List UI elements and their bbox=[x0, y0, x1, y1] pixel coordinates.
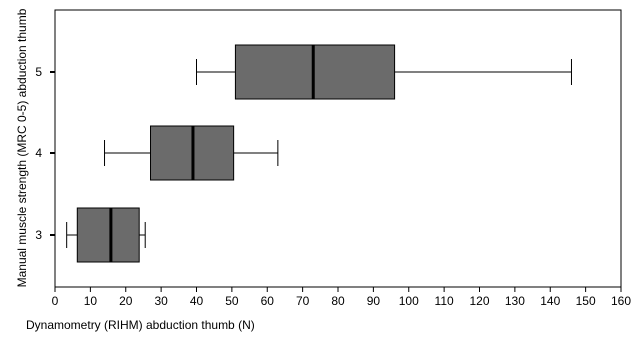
iqr-box bbox=[234, 44, 396, 100]
box-group-3 bbox=[66, 207, 146, 263]
x-tick-label: 130 bbox=[505, 294, 525, 308]
x-tick-label: 50 bbox=[225, 294, 239, 308]
y-tick-label: 5 bbox=[35, 65, 42, 79]
x-tick-label: 70 bbox=[296, 294, 310, 308]
x-tick-label: 20 bbox=[119, 294, 133, 308]
box-series bbox=[66, 44, 572, 263]
x-axis-title: Dynamometry (RIHM) abduction thumb (N) bbox=[26, 318, 255, 332]
x-tick-label: 120 bbox=[469, 294, 489, 308]
box-group-5 bbox=[196, 44, 572, 100]
x-tick-label: 160 bbox=[611, 294, 631, 308]
box-group-4 bbox=[104, 125, 279, 181]
y-tick-label: 4 bbox=[35, 146, 42, 160]
x-tick-label: 60 bbox=[261, 294, 275, 308]
x-tick-label: 40 bbox=[190, 294, 204, 308]
x-tick-label: 90 bbox=[367, 294, 381, 308]
x-tick-label: 150 bbox=[576, 294, 596, 308]
y-axis: 5 4 3 bbox=[35, 65, 55, 242]
y-axis-title: Manual muscle strength (MRC 0-5) abducti… bbox=[15, 8, 29, 287]
x-axis: 0 10 20 30 40 50 60 70 80 90 100 110 120 130 140 150 160 bbox=[52, 287, 631, 308]
x-tick-label: 100 bbox=[399, 294, 419, 308]
x-tick-label: 80 bbox=[331, 294, 345, 308]
x-tick-label: 110 bbox=[435, 294, 454, 308]
x-tick-label: 10 bbox=[84, 294, 98, 308]
x-tick-label: 140 bbox=[540, 294, 560, 308]
y-tick-label: 3 bbox=[35, 228, 42, 242]
iqr-box bbox=[76, 207, 140, 263]
x-tick-label: 0 bbox=[52, 294, 59, 308]
x-tick-label: 30 bbox=[154, 294, 168, 308]
